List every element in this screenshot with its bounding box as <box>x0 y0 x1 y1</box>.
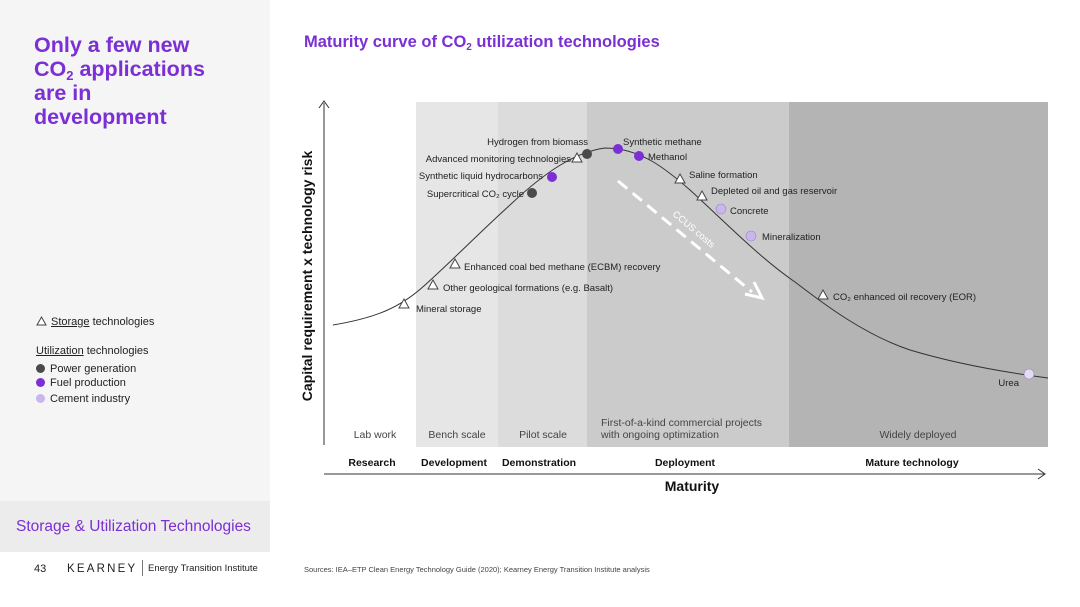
phase-label-first-of-a-kind: First-of-a-kind commercial projects <box>601 417 762 429</box>
cement-dot-icon <box>715 203 727 215</box>
x-axis-arrow-icon <box>1037 468 1046 480</box>
institute-name: Energy Transition Institute <box>148 563 258 574</box>
phase-bg-lab <box>333 102 416 447</box>
tech-label: Synthetic liquid hydrocarbons <box>419 171 543 182</box>
tech-label: Advanced monitoring technologies <box>426 154 571 165</box>
phase-label-widely-deployed: Widely deployed <box>879 429 956 441</box>
tech-label: CO₂ enhanced oil recovery (EOR) <box>833 292 976 303</box>
phase-bg-first-of-a-kind <box>587 102 789 447</box>
power-dot-icon <box>582 149 592 159</box>
arrowhead-icon <box>744 281 765 301</box>
legend-storage: Storage technologies <box>36 316 154 328</box>
fuel-dot-icon <box>613 144 623 154</box>
tech-label: Saline formation <box>689 170 758 181</box>
storage-triangle-icon <box>449 257 461 269</box>
phase-label-pilot-scale: Pilot scale <box>519 429 567 441</box>
tech-label: Supercritical CO₂ cycle <box>427 189 524 200</box>
legend-fuel-production: Fuel production <box>36 377 126 389</box>
phase-label-optimization: with ongoing optimization <box>600 429 719 441</box>
tech-label: Methanol <box>648 152 687 163</box>
phase-bg-widely-deployed <box>789 102 1048 447</box>
stage-label-mature-technology: Mature technology <box>865 457 959 469</box>
tech-label: Other geological formations (e.g. Basalt… <box>443 283 613 294</box>
maturity-curve <box>332 147 1049 379</box>
phase-label-bench-scale: Bench scale <box>428 429 485 441</box>
legend-utilization-heading: Utilization technologies <box>36 345 149 357</box>
slide-headline: Only a few new CO2 applications are in d… <box>34 33 205 129</box>
storage-triangle-icon <box>674 172 686 184</box>
power-dot-icon <box>527 188 537 198</box>
page-number: 43 <box>34 563 47 575</box>
purple-dot-icon <box>36 378 45 387</box>
section-title: Storage & Utilization Technologies <box>16 518 251 535</box>
phase-bg-pilot <box>498 102 587 447</box>
tech-label: Urea <box>998 378 1019 389</box>
legend-cement-industry: Cement industry <box>36 393 130 405</box>
tech-label: Concrete <box>730 206 769 217</box>
tech-label: Hydrogen from biomass <box>487 137 588 148</box>
stage-label-research: Research <box>348 457 395 469</box>
cement-dot-icon <box>1023 368 1035 380</box>
tech-label: Synthetic methane <box>623 137 702 148</box>
tech-label: Depleted oil and gas reservoir <box>711 186 837 197</box>
fuel-dot-icon <box>634 151 644 161</box>
stage-label-demonstration: Demonstration <box>502 457 576 469</box>
storage-triangle-icon <box>398 297 410 309</box>
triangle-icon <box>36 316 47 326</box>
stage-label-development: Development <box>421 457 487 469</box>
y-axis-arrow-icon <box>318 100 330 109</box>
phase-bg-bench <box>416 102 498 447</box>
phase-label-lab-work: Lab work <box>354 429 397 441</box>
storage-triangle-icon <box>427 278 439 290</box>
storage-triangle-icon <box>696 189 708 201</box>
tech-label: Enhanced coal bed methane (ECBM) recover… <box>464 262 661 273</box>
tech-label: Mineral storage <box>416 304 481 315</box>
storage-triangle-icon <box>571 151 583 163</box>
lilac-dot-icon <box>36 394 45 403</box>
chart-title: Maturity curve of CO2 utilization techno… <box>304 33 660 53</box>
stage-label-deployment: Deployment <box>655 457 716 469</box>
legend-power-generation: Power generation <box>36 363 136 375</box>
footer <box>0 552 270 607</box>
cement-dot-icon <box>745 230 757 242</box>
fuel-dot-icon <box>547 172 557 182</box>
ccus-costs-arrow <box>617 179 753 294</box>
tech-label: Mineralization <box>762 232 821 243</box>
dark-dot-icon <box>36 364 45 373</box>
section-band <box>0 501 270 552</box>
x-axis-title: Maturity <box>665 478 720 494</box>
y-axis-title: Capital requirement x technology risk <box>299 151 315 402</box>
brand-divider <box>142 560 143 576</box>
storage-triangle-icon <box>817 288 829 300</box>
sources-note: Sources: IEA–ETP Clean Energy Technology… <box>304 565 650 574</box>
brand-logo: KEARNEY <box>67 563 138 575</box>
